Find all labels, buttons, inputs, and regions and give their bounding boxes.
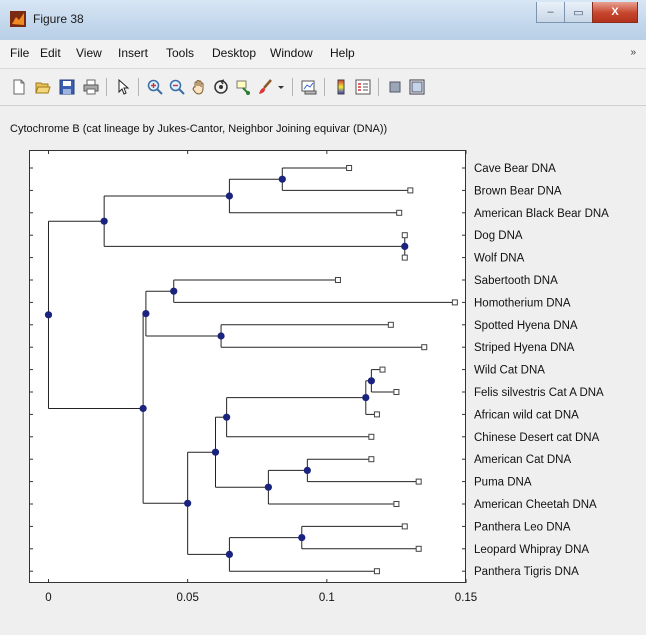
node-marker [226, 192, 233, 199]
leaf-marker [402, 233, 407, 238]
leaf-label: Dog DNA [474, 230, 523, 242]
node-marker [45, 311, 52, 318]
leaf-marker [374, 569, 379, 574]
leaf-label: Felis silvestris Cat A DNA [474, 387, 604, 399]
node-marker [217, 332, 224, 339]
leaf-label: American Cat DNA [474, 454, 571, 466]
leaf-marker [388, 322, 393, 327]
leaf-label: Panthera Tigris DNA [474, 566, 579, 578]
leaf-marker [416, 479, 421, 484]
leaf-marker [402, 524, 407, 529]
node-marker [142, 310, 149, 317]
node-marker [226, 551, 233, 558]
node-marker [184, 500, 191, 507]
leaf-label: Wolf DNA [474, 253, 525, 265]
leaf-marker [335, 278, 340, 283]
leaf-label: Brown Bear DNA [474, 185, 562, 197]
leaf-marker [402, 255, 407, 260]
leaf-label: Homotherium DNA [474, 297, 571, 309]
node-marker [279, 176, 286, 183]
leaf-marker [397, 210, 402, 215]
leaf-marker [416, 546, 421, 551]
node-marker [101, 218, 108, 225]
leaf-label: Cave Bear DNA [474, 163, 556, 175]
leaf-label: Leopard Whipray DNA [474, 544, 589, 556]
leaf-label: Chinese Desert cat DNA [474, 432, 600, 444]
leaf-marker [369, 434, 374, 439]
node-marker [401, 243, 408, 250]
leaf-label: African wild cat DNA [474, 409, 579, 421]
x-tick-label: 0.05 [176, 592, 198, 604]
leaf-label: American Cheetah DNA [474, 499, 597, 511]
leaf-label: Wild Cat DNA [474, 365, 545, 377]
node-marker [298, 534, 305, 541]
x-tick-label: 0.1 [319, 592, 335, 604]
leaf-label: Spotted Hyena DNA [474, 320, 578, 332]
node-marker [362, 394, 369, 401]
leaf-marker [394, 390, 399, 395]
node-marker [212, 449, 219, 456]
leaf-marker [394, 502, 399, 507]
leaf-marker [422, 345, 427, 350]
leaf-marker [369, 457, 374, 462]
leaf-label: Panthera Leo DNA [474, 521, 571, 533]
node-marker [368, 377, 375, 384]
node-marker [304, 467, 311, 474]
leaf-marker [452, 300, 457, 305]
leaf-marker [408, 188, 413, 193]
node-marker [265, 484, 272, 491]
leaf-marker [380, 367, 385, 372]
leaf-label: Sabertooth DNA [474, 275, 558, 287]
node-marker [140, 405, 147, 412]
x-tick-label: 0.15 [455, 592, 477, 604]
node-marker [223, 414, 230, 421]
leaf-label: Puma DNA [474, 477, 532, 489]
leaf-marker [347, 166, 352, 171]
node-marker [170, 288, 177, 295]
leaf-label: American Black Bear DNA [474, 208, 609, 220]
leaf-marker [374, 412, 379, 417]
x-tick-label: 0 [45, 592, 51, 604]
leaf-label: Striped Hyena DNA [474, 342, 575, 354]
